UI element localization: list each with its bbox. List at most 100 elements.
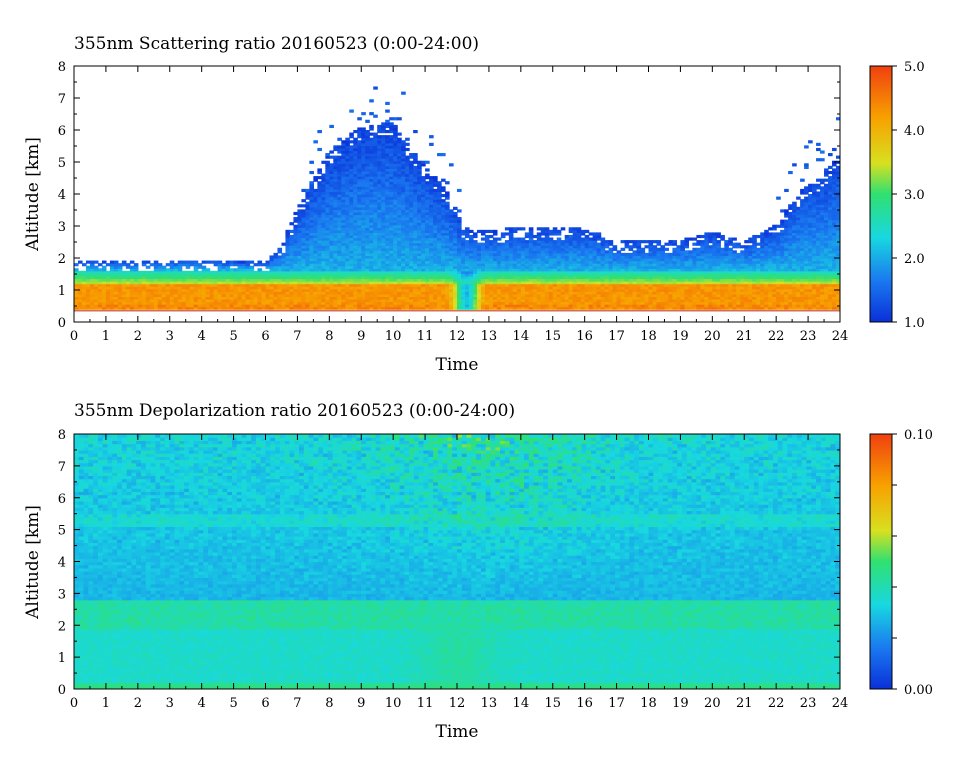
heatmap-cell (77, 286, 83, 290)
heatmap-cell (381, 127, 386, 131)
heatmap-cell (457, 234, 462, 239)
heatmap-cell (668, 273, 674, 277)
heatmap-cell (576, 278, 582, 282)
heatmap-cell (429, 250, 434, 254)
heatmap-cell (425, 224, 430, 228)
heatmap-cell (644, 270, 650, 274)
heatmap-cell (600, 291, 606, 295)
heatmap-cell (636, 240, 642, 244)
heatmap-cell (369, 283, 374, 287)
heatmap-cell (652, 286, 658, 290)
heatmap-cell (393, 217, 398, 221)
heatmap-cell (441, 275, 446, 280)
heatmap-cell (89, 283, 95, 287)
heatmap-cell (560, 245, 566, 249)
heatmap-cell (397, 204, 402, 208)
heatmap-cell (129, 268, 135, 272)
heatmap-cell (660, 296, 666, 300)
heatmap-cell (269, 283, 275, 287)
heatmap-cell (508, 306, 514, 310)
heatmap-cell (568, 258, 574, 262)
heatmap-cell (656, 270, 662, 274)
heatmap-cell (357, 283, 362, 287)
heatmap-cell (405, 158, 410, 162)
heatmap-cell (468, 265, 474, 269)
heatmap-cell (369, 206, 374, 210)
heatmap-cell (393, 245, 398, 249)
heatmap-cell (476, 278, 482, 282)
heatmap-cell (133, 288, 139, 292)
heatmap-cell (433, 227, 438, 231)
heatmap-cell (425, 227, 430, 231)
heatmap-cell (576, 260, 582, 264)
heatmap-cell (528, 281, 534, 285)
heatmap-cell (600, 281, 606, 285)
heatmap-cell (381, 301, 386, 305)
heatmap-cell (397, 150, 402, 154)
heatmap-cell (369, 298, 374, 303)
heatmap-cell (496, 283, 502, 287)
heatmap-cell (437, 304, 442, 308)
heatmap-cell (405, 296, 410, 300)
heatmap-cell (457, 209, 462, 213)
heatmap-cell (628, 270, 634, 274)
heatmap-cell (353, 142, 358, 146)
heatmap-cell (656, 275, 662, 280)
heatmap-cell (437, 250, 442, 254)
heatmap-cell (457, 250, 462, 254)
heatmap-cell (237, 278, 243, 282)
heatmap-cell (349, 229, 354, 233)
heatmap-cell (480, 296, 486, 300)
heatmap-cell (652, 265, 658, 269)
heatmap-cell (668, 268, 674, 272)
heatmap-cell (289, 258, 295, 262)
heatmap-cell (201, 298, 207, 303)
heatmap-cell (253, 293, 259, 297)
heatmap-cell (441, 260, 446, 264)
heatmap-cell (137, 298, 143, 303)
heatmap-cell (349, 242, 354, 246)
heatmap-cell (548, 260, 554, 264)
heatmap-cell (373, 194, 378, 198)
heatmap-cell (656, 278, 662, 282)
heatmap-cell (97, 296, 103, 300)
heatmap-cell (588, 306, 594, 310)
heatmap-cell (433, 204, 438, 208)
heatmap-cell (488, 306, 494, 310)
heatmap-cell (421, 273, 426, 277)
heatmap-cell (333, 245, 338, 249)
heatmap-cell (373, 150, 378, 154)
heatmap-cell (488, 250, 494, 254)
heatmap-cell (616, 304, 622, 308)
heatmap-cell (329, 245, 334, 249)
heatmap-cell (417, 263, 422, 267)
heatmap-cell (644, 296, 650, 300)
heatmap-cell (672, 304, 678, 308)
heatmap-cell (460, 275, 466, 280)
heatmap-cell (660, 258, 666, 262)
heatmap-cell (508, 234, 514, 239)
heatmap-cell (377, 229, 382, 233)
heatmap-cell (245, 275, 251, 280)
heatmap-cell (345, 260, 350, 264)
heatmap-cell (361, 186, 366, 190)
heatmap-cell (584, 304, 590, 308)
heatmap-cell (453, 298, 458, 303)
heatmap-cell (580, 237, 586, 241)
heatmap-cell (353, 232, 358, 236)
heatmap-cell (441, 217, 446, 221)
heatmap-cell (453, 247, 458, 251)
heatmap-cell (648, 306, 654, 310)
heatmap-cell (672, 298, 678, 303)
heatmap-cell (381, 278, 386, 282)
heatmap-cell (433, 201, 438, 205)
heatmap-cell (305, 306, 310, 310)
heatmap-cell (524, 291, 530, 295)
heatmap-cell (357, 240, 362, 244)
heatmap-cell (385, 188, 390, 193)
heatmap-cell (460, 258, 466, 262)
heatmap-cell (141, 301, 147, 305)
heatmap-cell (648, 301, 654, 305)
heatmap-cell (345, 160, 350, 164)
heatmap-cell (377, 127, 382, 131)
